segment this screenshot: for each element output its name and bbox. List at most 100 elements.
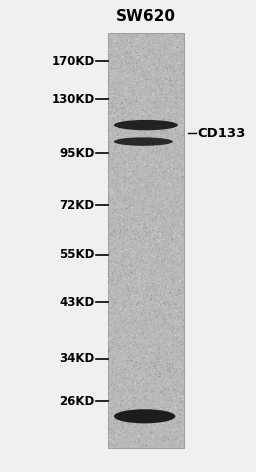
Point (180, 290, 184, 297)
Point (109, 187, 113, 194)
Point (163, 97, 167, 104)
Point (141, 294, 145, 302)
Point (128, 158, 132, 166)
Point (147, 385, 151, 392)
Point (179, 419, 183, 427)
Point (174, 203, 178, 211)
Point (136, 281, 140, 288)
Point (148, 168, 152, 176)
Point (176, 106, 180, 113)
Point (169, 161, 173, 169)
Point (107, 346, 111, 354)
Point (153, 321, 157, 329)
Point (155, 279, 159, 287)
Point (130, 357, 134, 364)
Point (132, 327, 136, 334)
Point (175, 247, 179, 254)
Point (168, 81, 173, 89)
Point (147, 282, 152, 290)
Point (175, 379, 179, 386)
Point (121, 426, 125, 433)
Point (180, 434, 184, 441)
Point (138, 375, 142, 382)
Point (154, 356, 158, 363)
Point (159, 111, 164, 119)
Point (140, 274, 144, 281)
Point (142, 110, 146, 117)
Point (148, 81, 152, 89)
Point (159, 288, 164, 296)
Point (175, 176, 179, 183)
Point (156, 264, 160, 271)
Point (147, 399, 151, 407)
Point (149, 35, 153, 42)
Point (173, 184, 177, 191)
Point (125, 216, 129, 224)
Point (170, 209, 175, 216)
Point (127, 219, 131, 226)
Point (152, 312, 156, 320)
Point (180, 165, 184, 173)
Point (137, 110, 141, 118)
Point (163, 236, 167, 244)
Point (157, 382, 161, 390)
Point (178, 403, 182, 411)
Point (170, 118, 174, 125)
Point (153, 100, 157, 107)
Point (112, 402, 116, 410)
Point (110, 209, 114, 217)
Point (143, 325, 147, 333)
Point (131, 135, 135, 142)
Point (143, 111, 147, 118)
Point (176, 391, 180, 399)
Point (125, 305, 129, 313)
Point (132, 255, 136, 263)
Point (177, 365, 181, 372)
Point (135, 349, 140, 356)
Point (119, 269, 123, 276)
Point (157, 210, 162, 217)
Point (121, 424, 125, 431)
Point (110, 147, 114, 155)
Point (164, 275, 168, 282)
Point (111, 354, 115, 361)
Point (120, 205, 124, 213)
Point (179, 244, 184, 252)
Point (138, 341, 142, 349)
Point (169, 352, 173, 359)
Point (157, 99, 162, 107)
Point (157, 374, 161, 381)
Point (118, 271, 122, 279)
Point (180, 381, 185, 389)
Point (135, 437, 139, 444)
Point (177, 65, 181, 73)
Point (177, 421, 181, 429)
Point (117, 69, 121, 76)
Point (128, 312, 132, 320)
Point (181, 119, 185, 127)
Point (124, 362, 128, 370)
Point (128, 39, 132, 46)
Point (133, 231, 137, 239)
Point (124, 96, 128, 104)
Point (144, 440, 148, 448)
Point (180, 94, 184, 102)
Point (127, 223, 131, 230)
Point (141, 54, 145, 62)
Point (142, 181, 146, 188)
Point (145, 325, 150, 332)
Point (155, 365, 159, 373)
Point (137, 64, 141, 72)
Point (150, 208, 154, 215)
Point (121, 128, 125, 135)
Point (157, 232, 161, 239)
Point (125, 246, 129, 253)
Point (121, 382, 125, 389)
Point (167, 128, 171, 136)
Point (172, 191, 176, 199)
Point (153, 402, 157, 409)
Point (117, 265, 121, 273)
Point (179, 393, 183, 400)
Point (169, 418, 173, 426)
Point (174, 345, 178, 352)
